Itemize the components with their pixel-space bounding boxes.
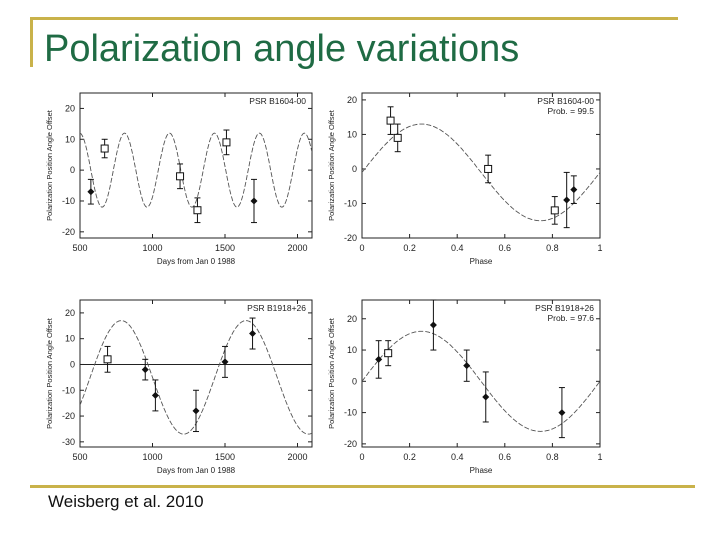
y-tick-label: -10 <box>344 408 357 418</box>
x-tick-label: 500 <box>72 452 87 462</box>
x-tick-label: 2000 <box>287 452 307 462</box>
plot-frame <box>79 299 313 448</box>
x-tick-label: 1000 <box>142 452 162 462</box>
plot-frame <box>79 92 313 239</box>
pulsar-label: PSR B1918+26 <box>247 303 306 313</box>
square-point <box>222 138 231 147</box>
slide-title: Polarization angle variations <box>44 28 520 70</box>
x-tick-label: 2000 <box>287 243 307 253</box>
y-tick-label: 10 <box>347 345 357 355</box>
probability-label: Prob. = 99.5 <box>547 106 594 116</box>
square-point <box>484 164 493 173</box>
x-axis-label: Days from Jan 0 1988 <box>157 466 236 475</box>
x-tick-label: 0.8 <box>546 243 559 253</box>
square-point <box>384 349 393 358</box>
x-tick-label: 0.6 <box>499 452 512 462</box>
chart-panel-bottom-right: 0 0.2 0.4 0.6 0.8 1 -20 -10 0 10 20 Phase Polarizati… <box>327 299 603 475</box>
y-tick-label: 10 <box>65 134 75 144</box>
chart-panel-bottom-left: 500 1000 1500 2000 -30 -20 -10 0 10 20 Days from J… <box>45 299 313 475</box>
diamond-point <box>141 366 149 374</box>
square-point <box>176 172 185 181</box>
diamond-point <box>87 188 95 196</box>
diamond-point <box>558 409 566 417</box>
y-tick-label: -10 <box>344 198 357 208</box>
plot-frame <box>361 299 601 448</box>
y-tick-label: 0 <box>70 165 75 175</box>
square-point <box>100 144 109 153</box>
x-tick-label: 0.2 <box>403 243 416 253</box>
model-curve <box>80 132 312 208</box>
square-point <box>393 133 402 142</box>
diamond-point <box>249 330 257 338</box>
x-axis-label: Days from Jan 0 1988 <box>157 257 236 266</box>
x-tick-label: 0.2 <box>403 452 416 462</box>
y-axis-label: Polarization Position Angle Offset <box>327 109 336 221</box>
y-tick-label: 0 <box>352 376 357 386</box>
diamond-point <box>192 407 200 415</box>
y-tick-label: -10 <box>62 196 75 206</box>
square-point <box>103 355 112 364</box>
x-tick-label: 0.4 <box>451 243 464 253</box>
pulsar-label: PSR B1604-00 <box>537 96 594 106</box>
y-tick-label: 20 <box>347 314 357 324</box>
diamond-point <box>563 196 571 204</box>
diamond-point <box>250 197 258 205</box>
x-tick-label: 500 <box>72 243 87 253</box>
y-axis-label: Polarization Position Angle Offset <box>327 317 336 429</box>
x-tick-label: 0.6 <box>499 243 512 253</box>
x-tick-label: 1500 <box>215 243 235 253</box>
y-tick-label: -30 <box>62 437 75 447</box>
diamond-point <box>375 355 383 363</box>
y-tick-label: 10 <box>65 334 75 344</box>
y-tick-label: -20 <box>62 411 75 421</box>
bottom-rule <box>30 485 695 488</box>
y-tick-label: -20 <box>344 233 357 243</box>
y-axis-label: Polarization Position Angle Offset <box>45 317 54 429</box>
y-tick-label: 20 <box>347 95 357 105</box>
x-tick-label: 1 <box>597 243 602 253</box>
y-tick-label: -20 <box>62 227 75 237</box>
y-tick-label: 0 <box>352 164 357 174</box>
x-tick-label: 0.4 <box>451 452 464 462</box>
y-tick-label: 10 <box>347 129 357 139</box>
x-tick-label: 1500 <box>215 452 235 462</box>
citation: Weisberg et al. 2010 <box>48 492 204 511</box>
diamond-point <box>570 186 578 194</box>
chart-panel-top-left: 500 1000 1500 2000 -20 -10 0 10 20 Days from Jan … <box>45 92 313 266</box>
x-tick-label: 0 <box>359 243 364 253</box>
plot-frame <box>361 92 601 239</box>
y-tick-label: -10 <box>62 385 75 395</box>
diamond-point <box>221 358 229 366</box>
diamond-point <box>429 321 437 329</box>
chart-panel-top-right: 0 0.2 0.4 0.6 0.8 1 -20 -10 0 10 20 Phase Polarizati… <box>327 92 603 266</box>
x-tick-label: 0 <box>359 452 364 462</box>
diamond-point <box>151 391 159 399</box>
model-curve <box>362 330 600 432</box>
y-tick-label: 0 <box>70 359 75 369</box>
pulsar-label: PSR B1604-00 <box>249 96 306 106</box>
square-point <box>193 206 202 215</box>
diamond-point <box>482 393 490 401</box>
diamond-point <box>463 362 471 370</box>
x-tick-label: 0.8 <box>546 452 559 462</box>
left-rule <box>30 17 33 67</box>
square-point <box>386 116 395 125</box>
model-curve <box>362 123 600 222</box>
y-tick-label: -20 <box>344 439 357 449</box>
square-point <box>550 206 559 215</box>
x-axis-label: Phase <box>470 257 493 266</box>
y-axis-label: Polarization Position Angle Offset <box>45 109 54 221</box>
x-tick-label: 1 <box>597 452 602 462</box>
probability-label: Prob. = 97.6 <box>547 313 594 323</box>
y-tick-label: 20 <box>65 103 75 113</box>
x-axis-label: Phase <box>470 466 493 475</box>
x-tick-label: 1000 <box>142 243 162 253</box>
y-tick-label: 20 <box>65 308 75 318</box>
top-rule <box>30 17 678 20</box>
pulsar-label: PSR B1918+26 <box>535 303 594 313</box>
